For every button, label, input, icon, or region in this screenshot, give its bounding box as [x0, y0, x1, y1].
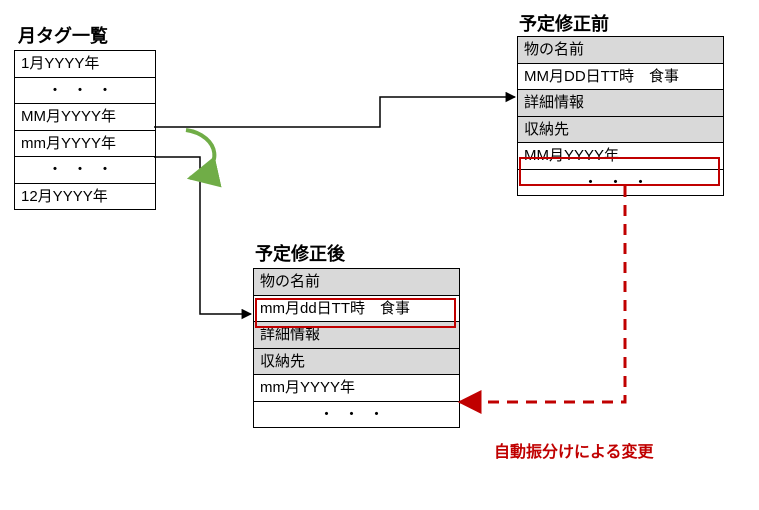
table-row: MM月DD日TT時 食事: [518, 64, 723, 91]
arrow-mm2-to-after: [154, 157, 251, 314]
table-row: mm月YYYY年: [254, 375, 459, 402]
table-row: 詳細情報: [518, 90, 723, 117]
table-row: mm月dd日TT時 食事: [254, 296, 459, 323]
table-row: ・・・: [254, 402, 459, 428]
table-row: 物の名前: [518, 37, 723, 64]
arrow-mm-to-before: [154, 97, 515, 127]
table-row: ・・・: [518, 170, 723, 196]
after-header: 予定修正後: [255, 240, 345, 266]
red-dashed-arrow: [460, 186, 625, 402]
table-row: 12月YYYY年: [15, 184, 155, 210]
table-row: mm月YYYY年: [15, 131, 155, 158]
curved-swap-icon: [186, 130, 214, 178]
table-row: 物の名前: [254, 269, 459, 296]
table-row: 詳細情報: [254, 322, 459, 349]
after-table: 物の名前mm月dd日TT時 食事詳細情報収納先mm月YYYY年・・・: [253, 268, 460, 428]
table-row: MM月YYYY年: [15, 104, 155, 131]
before-header: 予定修正前: [519, 10, 609, 36]
left-table: 1月YYYY年・・・MM月YYYY年mm月YYYY年・・・12月YYYY年: [14, 50, 156, 210]
table-row: ・・・: [15, 157, 155, 184]
table-row: 収納先: [518, 117, 723, 144]
left-header: 月タグ一覧: [18, 22, 108, 48]
red-caption: 自動振分けによる変更: [494, 438, 654, 462]
table-row: 収納先: [254, 349, 459, 376]
before-table: 物の名前MM月DD日TT時 食事詳細情報収納先MM月YYYY年・・・: [517, 36, 724, 196]
table-row: ・・・: [15, 78, 155, 105]
table-row: 1月YYYY年: [15, 51, 155, 78]
table-row: MM月YYYY年: [518, 143, 723, 170]
